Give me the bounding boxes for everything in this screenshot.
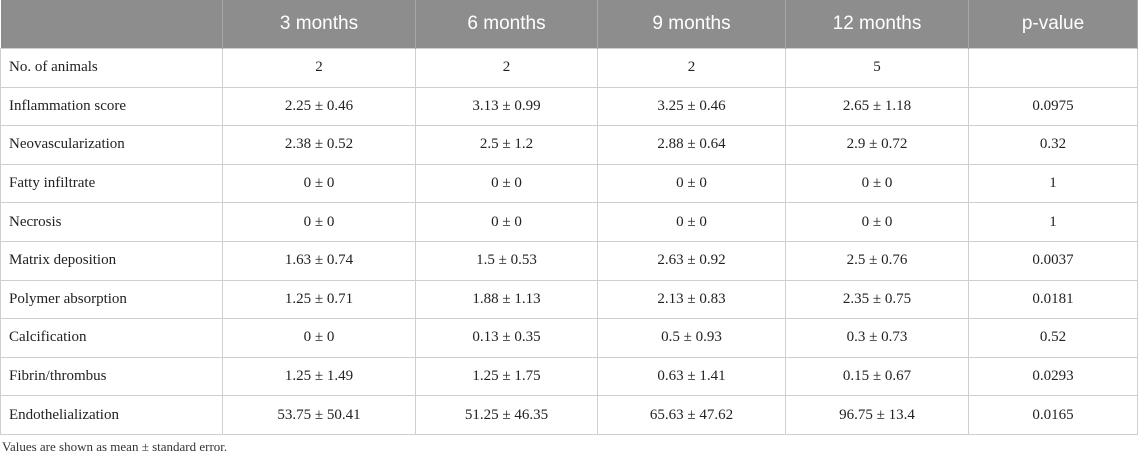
table-cell: 0 ± 0 [222, 163, 416, 204]
table-row: Fibrin/thrombus 1.25 ± 1.49 1.25 ± 1.75 0.6… [0, 356, 1138, 397]
footnote: Values are shown as mean ± standard erro… [2, 439, 228, 454]
table-row: Calcification 0 ± 0 0.13 ± 0.35 0.5 ± 0.93 0… [0, 318, 1138, 358]
table-cell: 96.75 ± 13.4 [785, 395, 969, 435]
table-cell: 0 ± 0 [415, 202, 598, 242]
table-cell: 1.25 ± 1.75 [415, 356, 598, 397]
row-label: Matrix deposition [0, 240, 223, 281]
table-cell: 2.35 ± 0.75 [785, 279, 969, 320]
table-cell: 2.5 ± 0.76 [785, 240, 969, 281]
table-cell: 2 [415, 48, 598, 88]
table-row: Endothelialization 53.75 ± 50.41 51.25 ± 4… [0, 395, 1138, 435]
table-cell: 3.25 ± 0.46 [597, 86, 786, 127]
table-cell: 1 [968, 163, 1138, 204]
header-cell [0, 0, 223, 49]
row-label: Inflammation score [0, 86, 223, 127]
table-cell: 3.13 ± 0.99 [415, 86, 598, 127]
table-cell: 2.65 ± 1.18 [785, 86, 969, 127]
table-cell: 2.25 ± 0.46 [222, 86, 416, 127]
row-label: Polymer absorption [0, 279, 223, 320]
table-cell: 0.0037 [968, 240, 1138, 281]
table-cell: 2.13 ± 0.83 [597, 279, 786, 320]
table-cell: 1.25 ± 1.49 [222, 356, 416, 397]
table-cell: 1 [968, 202, 1138, 242]
table-row: Inflammation score 2.25 ± 0.46 3.13 ± 0.99… [0, 86, 1138, 127]
row-label: Fatty infiltrate [0, 163, 223, 204]
table-cell: 0.15 ± 0.67 [785, 356, 969, 397]
table-cell: 2 [222, 48, 416, 88]
table-cell: 0 ± 0 [785, 202, 969, 242]
table-cell: 1.5 ± 0.53 [415, 240, 598, 281]
table-cell: 0.0181 [968, 279, 1138, 320]
header-cell: 3 months [222, 0, 416, 49]
table-cell: 0.32 [968, 125, 1138, 165]
table-row: No. of animals 2 2 2 5 [0, 48, 1138, 88]
table-cell: 0.52 [968, 318, 1138, 358]
row-label: Fibrin/thrombus [0, 356, 223, 397]
table-cell: 0.5 ± 0.93 [597, 318, 786, 358]
header-row: 3 months 6 months 9 months 12 months p-value [0, 0, 1138, 49]
table-cell: 5 [785, 48, 969, 88]
table-cell: 0 ± 0 [222, 318, 416, 358]
table-cell: 1.63 ± 0.74 [222, 240, 416, 281]
row-label: Endothelialization [0, 395, 223, 435]
row-label: No. of animals [0, 48, 223, 88]
header-cell: p-value [968, 0, 1138, 49]
table-cell: 0.0165 [968, 395, 1138, 435]
row-label: Necrosis [0, 202, 223, 242]
table-cell: 0 ± 0 [785, 163, 969, 204]
header-cell: 12 months [785, 0, 969, 49]
table-cell [968, 48, 1138, 88]
table-row: Matrix deposition 1.63 ± 0.74 1.5 ± 0.53 2.… [0, 240, 1138, 281]
table-cell: 0 ± 0 [222, 202, 416, 242]
table-body: No. of animals 2 2 2 5 Inflammation score 2.25… [0, 48, 1138, 435]
table-cell: 2.63 ± 0.92 [597, 240, 786, 281]
table-cell: 53.75 ± 50.41 [222, 395, 416, 435]
table-cell: 1.88 ± 1.13 [415, 279, 598, 320]
table-cell: 0 ± 0 [597, 163, 786, 204]
table-cell: 65.63 ± 47.62 [597, 395, 786, 435]
table-cell: 0 ± 0 [415, 163, 598, 204]
row-label: Calcification [0, 318, 223, 358]
table-cell: 0 ± 0 [597, 202, 786, 242]
header-cell: 6 months [415, 0, 598, 49]
table-cell: 2.38 ± 0.52 [222, 125, 416, 165]
table-cell: 2.9 ± 0.72 [785, 125, 969, 165]
table-cell: 2.88 ± 0.64 [597, 125, 786, 165]
table-cell: 51.25 ± 46.35 [415, 395, 598, 435]
table-row: Neovascularization 2.38 ± 0.52 2.5 ± 1.2 2.… [0, 125, 1138, 165]
table-cell: 2 [597, 48, 786, 88]
table-cell: 0.3 ± 0.73 [785, 318, 969, 358]
table-cell: 0.0975 [968, 86, 1138, 127]
data-table: 3 months 6 months 9 months 12 months p-value… [0, 0, 1138, 435]
header-cell: 9 months [597, 0, 786, 49]
table-cell: 1.25 ± 0.71 [222, 279, 416, 320]
table-cell: 0.0293 [968, 356, 1138, 397]
row-label: Neovascularization [0, 125, 223, 165]
table-cell: 0.13 ± 0.35 [415, 318, 598, 358]
table-cell: 2.5 ± 1.2 [415, 125, 598, 165]
table-row: Polymer absorption 1.25 ± 0.71 1.88 ± 1.13… [0, 279, 1138, 320]
table-cell: 0.63 ± 1.41 [597, 356, 786, 397]
